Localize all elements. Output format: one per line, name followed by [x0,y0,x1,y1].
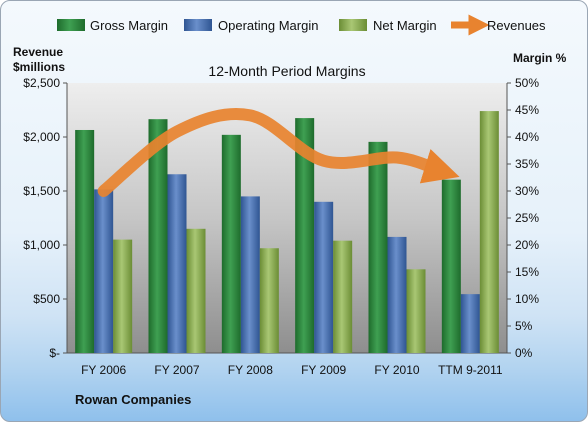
legend-swatch-gross-margin [57,19,85,31]
right-tick-label: 45% [515,103,539,117]
category-label: FY 2006 [81,363,126,377]
left-tick-label: $1,500 [23,184,60,198]
category-label: FY 2009 [301,363,346,377]
legend-label-gross-margin: Gross Margin [90,18,168,33]
category-label: TTM 9-2011 [438,363,503,377]
legend-swatch-operating-margin [184,19,212,31]
legend-label-operating-margin: Operating Margin [218,18,318,33]
bar-series [75,111,499,354]
revenue-point [176,131,178,133]
category-label: FY 2008 [228,363,273,377]
left-tick-label: $1,000 [23,238,60,252]
right-tick-label: 15% [515,265,539,279]
bar-gross-margin [368,141,388,353]
bar-net-margin [113,239,133,353]
revenue-point [441,171,443,173]
plot-area [67,83,507,353]
bar-operating-margin [460,294,480,353]
chart-title: 12-Month Period Margins [208,63,365,79]
bar-gross-margin [221,134,241,353]
bar-gross-margin [148,119,168,354]
category-label: FY 2010 [374,363,419,377]
bar-net-margin [479,111,499,353]
left-axis: $- $500 $1,000 $1,500 $2,000 $2,500 [23,76,68,360]
bar-gross-margin [441,179,461,353]
right-tick-label: 40% [515,130,539,144]
right-tick-label: 10% [515,292,539,306]
legend: Gross Margin Operating Margin Net Margin… [57,14,546,36]
revenue-point [249,114,251,116]
bar-operating-margin [94,189,114,353]
revenue-point [396,157,398,159]
bar-gross-margin [75,129,95,353]
right-tick-label: 20% [515,238,539,252]
legend-item-revenues: Revenues [451,14,546,36]
revenue-point [103,190,105,192]
revenue-line [97,108,460,197]
bar-net-margin [406,269,426,353]
bar-operating-margin [240,196,260,353]
bar-operating-margin [314,201,334,353]
left-tick-label: $2,500 [23,76,60,90]
left-axis-title-line1: Revenue [13,45,63,59]
bar-operating-margin [387,236,407,353]
right-tick-label: 25% [515,211,539,225]
left-axis-title-line2: $millions [13,60,65,74]
right-tick-label: 30% [515,184,539,198]
right-tick-label: 35% [515,157,539,171]
left-tick-label: $2,000 [23,130,60,144]
bar-net-margin [333,240,353,353]
right-axis: 0% 5% 10% 15% 20% 25% 30% 35% 40% 45% 50% [67,76,539,360]
bar-net-margin [259,248,279,353]
left-tick-label: $500 [33,292,60,306]
left-tick-label: $- [49,346,60,360]
right-axis-title: Margin % [513,51,567,65]
right-tick-label: 50% [515,76,539,90]
bar-net-margin [186,228,206,353]
bar-operating-margin [167,174,187,353]
company-name: Rowan Companies [75,392,191,407]
revenue-series [97,108,460,197]
legend-item-net-margin: Net Margin [339,18,437,33]
revenue-point [323,160,325,162]
right-tick-label: 0% [515,346,533,360]
legend-item-gross-margin: Gross Margin [57,18,168,33]
legend-item-operating-margin: Operating Margin [184,18,318,33]
bar-gross-margin [295,118,315,353]
right-tick-label: 5% [515,319,533,333]
category-axis: FY 2006 FY 2007 FY 2008 FY 2009 FY 2010 TTM 9… [81,363,503,377]
legend-label-net-margin: Net Margin [373,18,437,33]
legend-label-revenues: Revenues [487,18,546,33]
category-label: FY 2007 [154,363,199,377]
legend-swatch-net-margin [339,19,367,31]
